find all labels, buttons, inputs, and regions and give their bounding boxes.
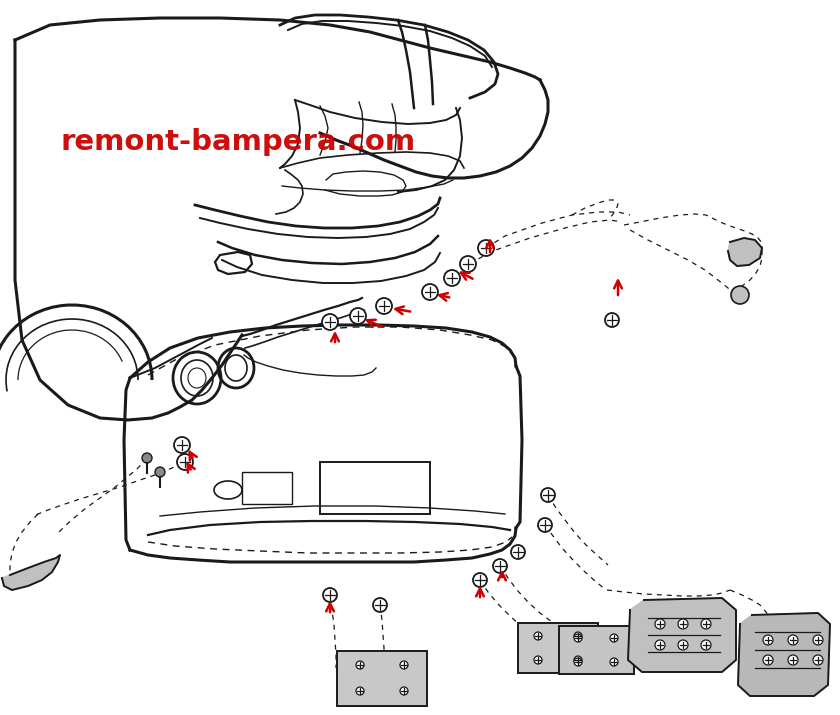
Polygon shape: [738, 613, 830, 696]
Circle shape: [350, 308, 366, 324]
Circle shape: [701, 619, 711, 629]
Circle shape: [323, 588, 337, 602]
Polygon shape: [728, 238, 762, 266]
Circle shape: [655, 640, 665, 650]
Circle shape: [356, 661, 364, 669]
Circle shape: [574, 634, 582, 642]
Circle shape: [155, 467, 165, 477]
Bar: [337, 651, 427, 706]
Circle shape: [574, 658, 582, 666]
Text: remont-bampera.com: remont-bampera.com: [60, 128, 415, 156]
Circle shape: [322, 314, 338, 330]
Circle shape: [574, 632, 582, 640]
Circle shape: [444, 270, 460, 286]
Circle shape: [731, 286, 749, 304]
Circle shape: [400, 687, 408, 695]
Circle shape: [610, 634, 618, 642]
Circle shape: [678, 640, 688, 650]
Circle shape: [493, 559, 507, 573]
Circle shape: [763, 635, 773, 645]
Circle shape: [460, 256, 476, 272]
Circle shape: [422, 284, 438, 300]
Bar: [242, 472, 292, 504]
Circle shape: [763, 655, 773, 665]
Circle shape: [511, 545, 525, 559]
Circle shape: [356, 687, 364, 695]
Circle shape: [473, 573, 487, 587]
Circle shape: [701, 640, 711, 650]
Polygon shape: [2, 555, 60, 590]
Polygon shape: [628, 598, 736, 672]
Circle shape: [376, 298, 392, 314]
Bar: [518, 623, 598, 673]
Circle shape: [534, 632, 542, 640]
Circle shape: [678, 619, 688, 629]
Bar: [559, 626, 634, 674]
Circle shape: [574, 656, 582, 664]
Circle shape: [177, 454, 193, 470]
Circle shape: [534, 656, 542, 664]
Circle shape: [813, 635, 823, 645]
Circle shape: [541, 488, 555, 502]
Circle shape: [655, 619, 665, 629]
Circle shape: [142, 453, 152, 463]
Circle shape: [610, 658, 618, 666]
Circle shape: [788, 655, 798, 665]
Circle shape: [605, 313, 619, 327]
Circle shape: [373, 598, 387, 612]
Bar: [320, 462, 430, 514]
Circle shape: [174, 437, 190, 453]
Circle shape: [813, 655, 823, 665]
Circle shape: [788, 635, 798, 645]
Circle shape: [478, 240, 494, 256]
Circle shape: [538, 518, 552, 532]
Circle shape: [400, 661, 408, 669]
